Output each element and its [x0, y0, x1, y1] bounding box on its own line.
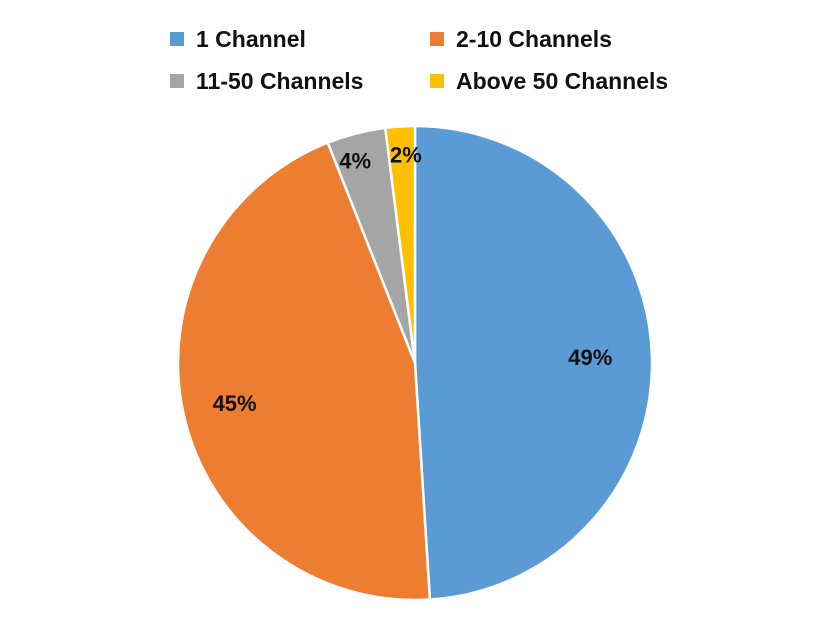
legend-item-11-50-channels: 11-50 Channels: [170, 66, 363, 96]
legend-swatch-1-channel: [170, 32, 184, 46]
legend-label-11-50-channels: 11-50 Channels: [196, 67, 364, 94]
pie-slice-1-channel: [413, 124, 654, 601]
data-label-11-50-channels: 4%: [339, 148, 371, 173]
data-label-2-10-channels: 45%: [213, 391, 257, 416]
legend-swatch-11-50-channels: [170, 74, 184, 88]
pie-slice-2-10-channels: [176, 141, 432, 602]
pie-slice-above-50-channels: [384, 124, 417, 365]
chart-legend: 1 Channel 2-10 Channels 11-50 Channels A…: [0, 0, 830, 110]
legend-label-1-channel: 1 Channel: [196, 25, 306, 52]
data-label-above-50-channels: 2%: [390, 142, 422, 167]
legend-swatch-2-10-channels: [430, 32, 444, 46]
legend-item-1-channel: 1 Channel: [170, 24, 306, 54]
legend-swatch-above-50-channels: [430, 74, 444, 88]
legend-item-above-50-channels: Above 50 Channels: [430, 66, 668, 96]
legend-label-above-50-channels: Above 50 Channels: [456, 67, 669, 94]
legend-label-2-10-channels: 2-10 Channels: [456, 25, 612, 52]
data-label-1-channel: 49%: [568, 345, 612, 370]
legend-item-2-10-channels: 2-10 Channels: [430, 24, 612, 54]
